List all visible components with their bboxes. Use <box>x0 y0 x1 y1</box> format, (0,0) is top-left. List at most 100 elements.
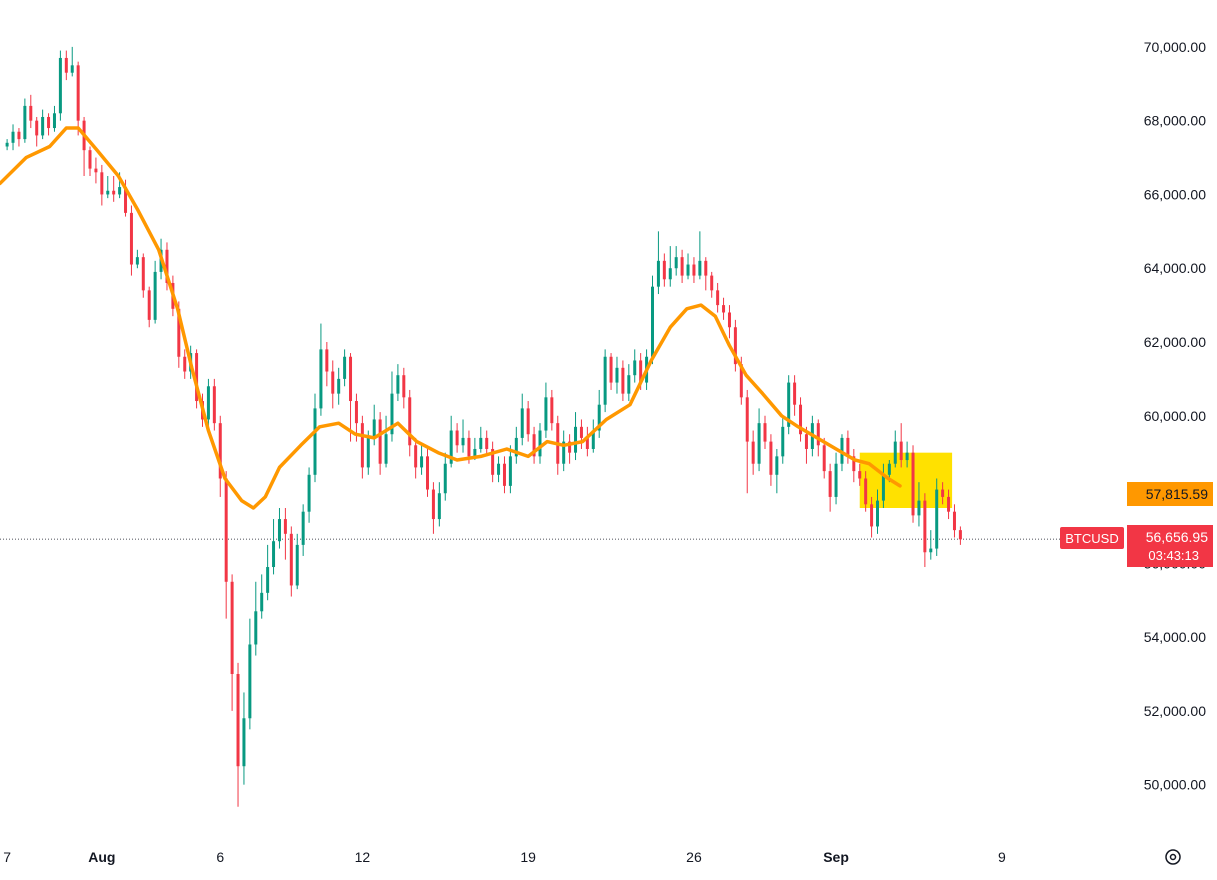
symbol-tag-text: BTCUSD <box>1065 531 1118 546</box>
candle <box>266 544 270 601</box>
candle <box>497 456 501 483</box>
candle-body <box>124 187 128 213</box>
candle <box>313 393 317 483</box>
candle <box>947 489 951 520</box>
candle <box>206 378 210 427</box>
candle <box>408 389 412 457</box>
candle-body <box>639 360 643 383</box>
candle-body <box>733 327 737 365</box>
candle <box>686 253 690 280</box>
candle-body <box>29 105 33 121</box>
candle-body <box>816 423 820 446</box>
candle <box>698 231 702 280</box>
candle <box>307 467 311 523</box>
candle <box>106 176 110 199</box>
candle <box>781 415 785 464</box>
candle-body <box>722 305 726 313</box>
candle-body <box>212 386 216 424</box>
candle <box>212 378 216 431</box>
moving-average-layer <box>0 126 902 510</box>
candle-body <box>887 463 891 475</box>
settings-icon[interactable] <box>1165 849 1181 865</box>
candle <box>822 437 826 479</box>
candle-body <box>952 511 956 531</box>
candle-body <box>574 426 578 453</box>
candle-body <box>112 190 116 195</box>
candle <box>272 519 276 575</box>
candle <box>402 367 406 409</box>
candle-body <box>64 57 68 73</box>
candle <box>651 275 654 365</box>
candle-body <box>609 356 613 383</box>
candle <box>958 526 962 545</box>
candle <box>58 50 62 121</box>
candle <box>35 116 39 147</box>
candle-body <box>5 142 9 147</box>
candle <box>283 508 287 560</box>
candle <box>952 504 956 538</box>
candle <box>224 471 228 619</box>
candle-body <box>828 471 832 497</box>
candle-body <box>218 423 222 479</box>
candle <box>745 389 749 494</box>
candle <box>733 319 737 372</box>
candle <box>579 419 583 449</box>
candle-body <box>787 382 791 427</box>
last-price-label: 56,656.95 03:43:13 <box>1127 525 1213 567</box>
y-tick-label: 66,000.00 <box>1144 186 1206 202</box>
symbol-tag[interactable]: BTCUSD <box>1060 527 1124 549</box>
candle-body <box>431 489 435 520</box>
candle-body <box>864 478 868 505</box>
candle-body <box>354 401 358 424</box>
candle-body <box>325 349 329 372</box>
candle-body <box>372 419 376 438</box>
candle-body <box>899 441 903 461</box>
highlight-zone <box>859 452 953 508</box>
candle <box>301 504 305 556</box>
candle <box>568 434 572 464</box>
candle-body <box>366 437 370 468</box>
candle-body <box>692 264 696 276</box>
y-tick-label: 60,000.00 <box>1144 408 1206 424</box>
candle-body <box>390 393 394 435</box>
candle <box>76 61 80 136</box>
symbol-tag-box <box>1060 527 1124 549</box>
candle <box>870 496 874 538</box>
candle-body <box>497 463 501 475</box>
ma-value-text: 57,815.59 <box>1146 486 1208 502</box>
candle <box>343 349 347 387</box>
candle <box>52 105 56 132</box>
candle <box>390 371 394 442</box>
candle-body <box>852 456 856 472</box>
candle-body <box>426 456 429 490</box>
candle <box>846 430 850 464</box>
candle-body <box>947 496 951 512</box>
candle <box>544 382 548 438</box>
candle <box>337 367 341 405</box>
candle-body <box>23 105 27 140</box>
candle <box>591 419 595 453</box>
candle-body <box>757 423 761 464</box>
candle-body <box>929 548 933 553</box>
candle-body <box>502 463 506 486</box>
countdown-timer: 03:43:13 <box>1148 548 1199 563</box>
candle-body <box>17 131 21 140</box>
candle-body <box>686 264 690 276</box>
candle-body <box>129 212 133 265</box>
candle-body <box>41 116 45 136</box>
candle <box>876 489 879 534</box>
candle-body <box>35 120 39 136</box>
candle <box>195 349 199 409</box>
candle-body <box>141 257 145 291</box>
candle <box>751 430 755 475</box>
candle-body <box>479 437 483 449</box>
candle <box>852 448 856 483</box>
candle-body <box>319 349 323 409</box>
x-tick-label: 19 <box>520 849 536 865</box>
candle-body <box>799 404 803 435</box>
candle-body <box>177 308 181 357</box>
candle <box>349 353 353 442</box>
candle-body <box>893 441 897 464</box>
candle <box>893 430 897 468</box>
